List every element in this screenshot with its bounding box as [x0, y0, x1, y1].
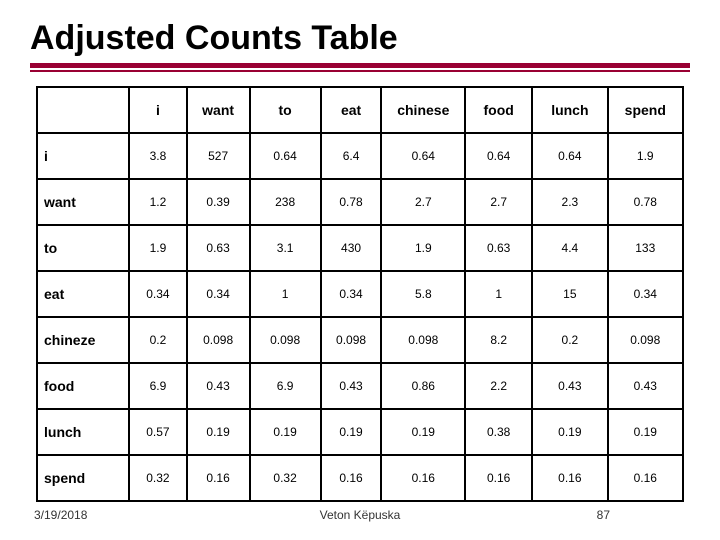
table-cell: 0.16: [465, 455, 532, 501]
table-cell: 4.4: [532, 225, 607, 271]
counts-table: iwanttoeatchinesefoodlunchspend i3.85270…: [36, 86, 684, 502]
table-header-row: iwanttoeatchinesefoodlunchspend: [37, 87, 683, 133]
table-cell: 0.32: [129, 455, 187, 501]
table-cell: 5.8: [381, 271, 465, 317]
table-col-header: lunch: [532, 87, 607, 133]
table-cell: 2.3: [532, 179, 607, 225]
table-cell: 0.098: [187, 317, 250, 363]
table-cell: 6.9: [129, 363, 187, 409]
table-cell: 0.38: [465, 409, 532, 455]
table-cell: 0.64: [532, 133, 607, 179]
table-cell: 0.57: [129, 409, 187, 455]
table-cell: 2.7: [465, 179, 532, 225]
table-col-header: food: [465, 87, 532, 133]
table-cell: 0.78: [608, 179, 683, 225]
table-cell: 0.098: [381, 317, 465, 363]
table-col-header: want: [187, 87, 250, 133]
table-cell: 0.63: [187, 225, 250, 271]
table-cell: 0.19: [381, 409, 465, 455]
table-cell: 0.34: [187, 271, 250, 317]
table-cell: 1.9: [608, 133, 683, 179]
table-col-header: eat: [321, 87, 382, 133]
table-cell: 0.43: [321, 363, 382, 409]
table-cell: 2.7: [381, 179, 465, 225]
table-row: chineze0.20.0980.0980.0980.0988.20.20.09…: [37, 317, 683, 363]
table-cell: 0.63: [465, 225, 532, 271]
table-cell: 0.43: [532, 363, 607, 409]
table-cell: 0.19: [608, 409, 683, 455]
page-title: Adjusted Counts Table: [30, 20, 690, 57]
table-cell: 3.8: [129, 133, 187, 179]
table-cell: 1.2: [129, 179, 187, 225]
table-cell: 6.4: [321, 133, 382, 179]
table-row-label: spend: [37, 455, 129, 501]
table-row: food6.90.436.90.430.862.20.430.43: [37, 363, 683, 409]
table-cell: 2.2: [465, 363, 532, 409]
table-cell: 0.19: [321, 409, 382, 455]
table-cell: 0.16: [608, 455, 683, 501]
title-rule: [30, 63, 690, 72]
table-cell: 0.2: [129, 317, 187, 363]
table-cell: 0.098: [321, 317, 382, 363]
table-row-label: lunch: [37, 409, 129, 455]
table-cell: 527: [187, 133, 250, 179]
table-cell: 0.34: [608, 271, 683, 317]
table-row: want1.20.392380.782.72.72.30.78: [37, 179, 683, 225]
table-cell: 0.43: [187, 363, 250, 409]
table-col-header: chinese: [381, 87, 465, 133]
table-cell: 0.34: [129, 271, 187, 317]
table-cell: 0.16: [187, 455, 250, 501]
table-row-label: to: [37, 225, 129, 271]
table-cell: 1: [250, 271, 321, 317]
table-cell: 0.16: [532, 455, 607, 501]
table-col-header: i: [129, 87, 187, 133]
table-row: spend0.320.160.320.160.160.160.160.16: [37, 455, 683, 501]
table-row: to1.90.633.14301.90.634.4133: [37, 225, 683, 271]
table-col-header: spend: [608, 87, 683, 133]
table-cell: 0.19: [187, 409, 250, 455]
table-cell: 0.39: [187, 179, 250, 225]
footer-page: 87: [597, 508, 610, 522]
table-cell: 0.34: [321, 271, 382, 317]
table-cell: 0.43: [608, 363, 683, 409]
table-row-label: i: [37, 133, 129, 179]
table-cell: 1.9: [129, 225, 187, 271]
table-cell: 0.64: [465, 133, 532, 179]
table-row: eat0.340.3410.345.81150.34: [37, 271, 683, 317]
table-cell: 0.78: [321, 179, 382, 225]
table-cell: 0.86: [381, 363, 465, 409]
title-rule-thick: [30, 63, 690, 68]
table-col-header: to: [250, 87, 321, 133]
table-cell: 430: [321, 225, 382, 271]
table-row-label: food: [37, 363, 129, 409]
table-cell: 0.19: [250, 409, 321, 455]
table-cell: 0.64: [250, 133, 321, 179]
table-row-label: chineze: [37, 317, 129, 363]
table-cell: 0.64: [381, 133, 465, 179]
table-cell: 8.2: [465, 317, 532, 363]
table-cell: 238: [250, 179, 321, 225]
table-cell: 0.2: [532, 317, 607, 363]
table-row: lunch0.570.190.190.190.190.380.190.19: [37, 409, 683, 455]
table-row: i3.85270.646.40.640.640.641.9: [37, 133, 683, 179]
table-row-label: eat: [37, 271, 129, 317]
table-cell: 133: [608, 225, 683, 271]
table-corner-cell: [37, 87, 129, 133]
table-cell: 6.9: [250, 363, 321, 409]
table-row-label: want: [37, 179, 129, 225]
table-cell: 0.16: [381, 455, 465, 501]
table-cell: 0.19: [532, 409, 607, 455]
table-cell: 0.098: [250, 317, 321, 363]
title-rule-thin: [30, 70, 690, 72]
footer-author: Veton Këpuska: [0, 508, 720, 522]
table-cell: 0.32: [250, 455, 321, 501]
table-cell: 15: [532, 271, 607, 317]
table-cell: 3.1: [250, 225, 321, 271]
table-cell: 1.9: [381, 225, 465, 271]
table-cell: 0.16: [321, 455, 382, 501]
table-cell: 0.098: [608, 317, 683, 363]
table-cell: 1: [465, 271, 532, 317]
